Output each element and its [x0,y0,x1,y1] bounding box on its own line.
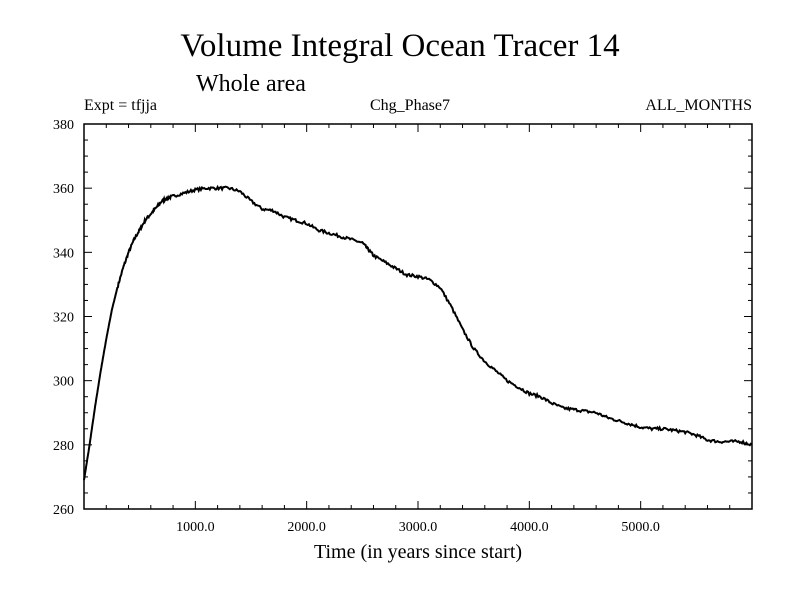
x-tick-label: 5000.0 [621,520,660,535]
y-tick-label: 300 [53,375,74,390]
x-tick-label: 1000.0 [176,520,215,535]
x-axis-label: Time (in years since start) [314,541,522,563]
chart-title: Volume Integral Ocean Tracer 14 [180,28,620,64]
y-tick-label: 380 [53,118,74,133]
y-tick-label: 340 [53,246,74,261]
plot-frame [83,123,753,510]
chart-subtitle: Whole area [196,71,306,97]
y-tick-label: 360 [53,182,74,197]
x-tick-label: 2000.0 [287,520,326,535]
series-line [83,184,753,481]
months-label: ALL_MONTHS [645,97,752,114]
x-tick-label: 4000.0 [510,520,549,535]
x-tick-label: 3000.0 [399,520,438,535]
phase-label: Chg_Phase7 [370,97,450,114]
experiment-label: Expt = tfjja [84,97,158,114]
axis-ticks [84,123,752,510]
y-tick-label: 260 [53,503,74,518]
axis-tick-labels: 1000.0 2000.0 3000.0 4000.0 5000.0 260 280 300 3… [53,118,660,535]
y-tick-label: 320 [53,311,74,326]
y-tick-label: 280 [53,439,74,454]
